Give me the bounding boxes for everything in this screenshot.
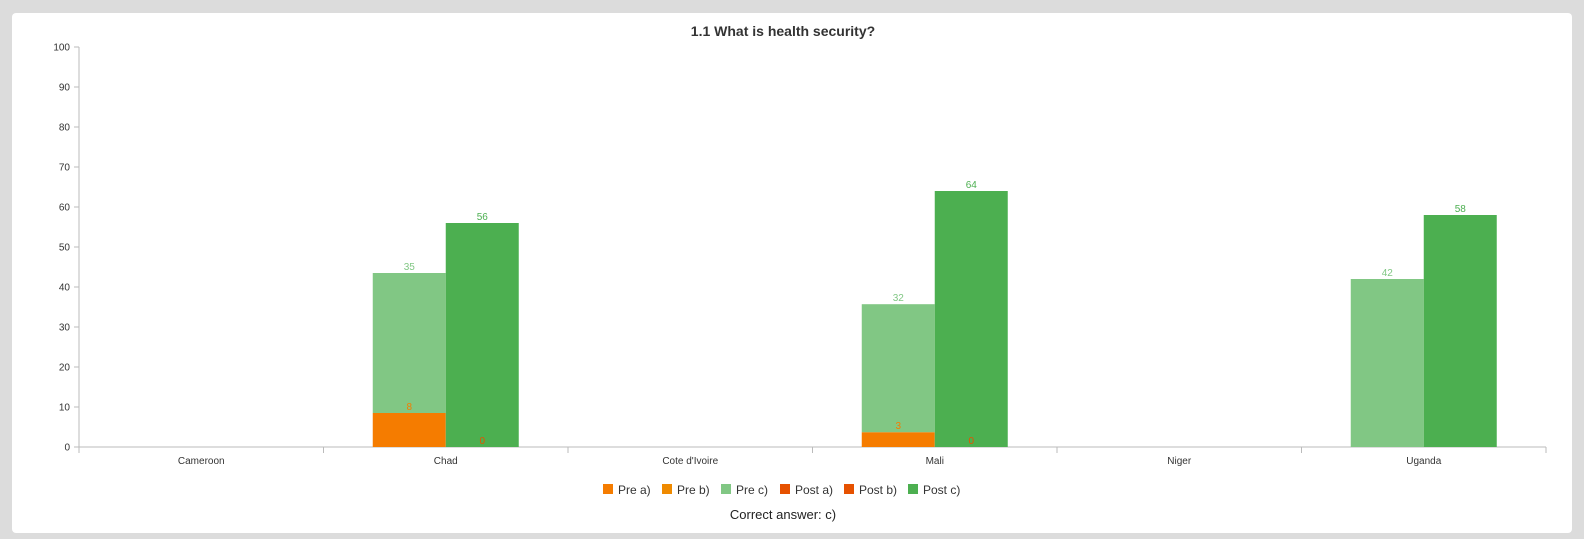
y-tick-label: 80	[59, 123, 71, 134]
legend-swatch	[603, 484, 613, 494]
bar	[372, 413, 446, 447]
legend-swatch	[844, 484, 854, 494]
legend-item: Post b)	[844, 483, 897, 497]
y-tick-label: 70	[59, 163, 71, 174]
legend-swatch	[662, 484, 672, 494]
y-tick-label: 40	[59, 283, 71, 294]
x-tick-label: Chad	[434, 456, 458, 467]
bar	[861, 432, 935, 447]
bar	[372, 273, 446, 413]
y-tick-label: 100	[53, 43, 70, 54]
y-tick-label: 20	[59, 363, 71, 374]
y-tick-label: 50	[59, 243, 71, 254]
x-tick-label: Niger	[1167, 456, 1192, 467]
y-tick-label: 60	[59, 203, 71, 214]
bar	[445, 223, 519, 447]
data-label: 56	[477, 212, 489, 223]
legend-label: Post a)	[795, 483, 833, 497]
chart-title: 1.1 What is health security?	[691, 23, 875, 39]
data-label: 0	[479, 436, 485, 447]
legend-label: Pre c)	[736, 483, 768, 497]
legend-item: Post a)	[780, 483, 833, 497]
x-tick-label: Mali	[926, 456, 944, 467]
legend: Pre a) Pre b) Pre c) Post a) Post b) Post c)	[603, 483, 960, 497]
bar	[1423, 215, 1497, 447]
data-label: 0	[968, 436, 974, 447]
bar	[934, 191, 1008, 447]
bar-chart: 1.1 What is health security? 01020304050…	[53, 23, 1547, 522]
legend-item: Pre a)	[603, 483, 651, 497]
legend-item: Pre c)	[721, 483, 768, 497]
bar	[1350, 279, 1424, 447]
y-tick-label: 10	[59, 403, 71, 414]
correct-answer-note: Correct answer: c)	[730, 507, 836, 522]
legend-swatch	[908, 484, 918, 494]
legend-label: Post c)	[923, 483, 960, 497]
y-tick-label: 0	[64, 443, 70, 454]
x-tick-label: Cameroon	[178, 456, 225, 467]
data-label: 8	[406, 402, 412, 413]
data-label: 42	[1382, 268, 1394, 279]
legend-item: Pre b)	[662, 483, 710, 497]
data-label: 35	[404, 262, 416, 273]
x-tick-label: Cote d'Ivoire	[662, 456, 718, 467]
legend-item: Post c)	[908, 483, 960, 497]
y-tick-label: 90	[59, 83, 71, 94]
y-tick-label: 30	[59, 323, 71, 334]
chart-card: 1.1 What is health security? 0 10 20 30 40 50…	[12, 13, 1572, 533]
data-label: 64	[966, 180, 978, 191]
legend-label: Post b)	[859, 483, 897, 497]
legend-swatch	[721, 484, 731, 494]
legend-swatch	[780, 484, 790, 494]
data-labels: 8 35 0 56 3 32 0 64 42 58	[404, 180, 1467, 447]
x-tick-label: Uganda	[1406, 456, 1441, 467]
data-label: 32	[893, 293, 905, 304]
data-label: 58	[1455, 204, 1467, 215]
bars	[372, 191, 1497, 447]
legend-label: Pre a)	[618, 483, 651, 497]
legend-label: Pre b)	[677, 483, 710, 497]
bar	[861, 304, 935, 433]
data-label: 3	[895, 421, 901, 432]
